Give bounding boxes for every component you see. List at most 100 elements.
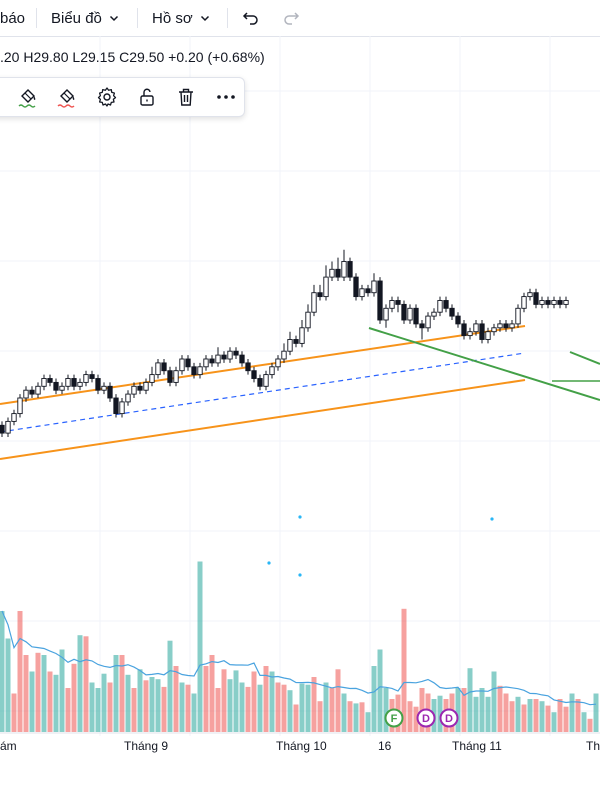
volume-bar — [347, 701, 353, 732]
channel-median-line — [0, 352, 526, 433]
candle-body — [455, 315, 461, 325]
candle-body — [239, 354, 245, 364]
volume-bar — [125, 674, 131, 732]
fill-color-button[interactable] — [54, 84, 80, 110]
volume-bar — [287, 690, 293, 732]
volume-bar — [23, 655, 29, 732]
event-marker — [384, 708, 404, 728]
candle-body — [557, 300, 563, 305]
candle-body — [563, 300, 569, 305]
candle-body — [497, 323, 503, 329]
volume-bar — [89, 682, 95, 732]
candle-body — [527, 292, 533, 298]
volume-bar — [11, 693, 17, 732]
candle-body — [155, 362, 161, 376]
channel-upper-line — [0, 325, 526, 405]
candle-body — [545, 300, 551, 305]
candle-body — [263, 374, 269, 387]
volume-bar — [77, 635, 83, 732]
volume-bar — [0, 611, 5, 732]
price-chart[interactable]: F D Dám Tháng 9 Tháng 10 16 Tháng 11 Th — [0, 36, 600, 800]
candle-body — [317, 292, 323, 298]
candle-body — [101, 385, 107, 391]
candle-body — [167, 370, 173, 383]
alert-button[interactable]: báo — [0, 6, 25, 30]
volume-bar — [173, 666, 179, 732]
volume-bar — [53, 674, 59, 732]
chevron-down-icon — [200, 15, 209, 22]
x-axis-tick-label: Tháng 10 — [276, 739, 327, 753]
more-button[interactable] — [213, 84, 239, 110]
volume-bar — [119, 655, 125, 732]
volume-bar — [353, 703, 359, 732]
volume-bar — [323, 682, 329, 732]
candle-body — [371, 280, 377, 294]
volume-bar — [167, 640, 173, 732]
channel-lower-line — [0, 379, 526, 460]
settings-button[interactable] — [94, 84, 120, 110]
candle-body — [287, 339, 293, 352]
candle-body — [377, 280, 383, 321]
volume-bar — [59, 649, 65, 732]
candle-body — [17, 397, 23, 415]
candle-body — [125, 393, 131, 403]
volume-bar — [479, 688, 485, 732]
volume-bar — [575, 699, 581, 732]
undo-icon — [242, 12, 258, 25]
chart-menu-button[interactable]: Biểu đồ — [51, 6, 119, 30]
candle-body — [359, 288, 365, 298]
volume-bar — [251, 671, 257, 732]
candle-body — [197, 366, 203, 376]
candle-body — [59, 385, 65, 391]
candle-body — [0, 424, 5, 434]
candle-body — [209, 358, 215, 364]
candle-body — [143, 381, 149, 391]
candle-body — [161, 362, 167, 372]
undo-button[interactable] — [242, 6, 260, 30]
candle-body — [461, 323, 467, 337]
x-axis-tick-label: 16 — [378, 739, 392, 753]
indicator-dot — [298, 573, 302, 577]
candle-body — [353, 276, 359, 298]
volume-bar — [155, 679, 161, 732]
candle-body — [401, 303, 407, 321]
gear-icon — [97, 87, 117, 107]
redo-button[interactable] — [282, 6, 300, 30]
legend-open: .20 — [0, 49, 20, 65]
volume-bar — [209, 655, 215, 732]
volume-bar — [317, 701, 323, 732]
candle-body — [251, 370, 257, 379]
candle-body — [257, 378, 263, 387]
candle-body — [551, 300, 557, 305]
top-toolbar: báo Biểu đồ Hồ sơ — [0, 0, 600, 37]
volume-bar — [305, 684, 311, 732]
volume-bar — [341, 693, 347, 732]
volume-bar — [491, 671, 497, 732]
volume-bar — [197, 561, 203, 732]
delete-button[interactable] — [173, 84, 199, 110]
profile-menu-button[interactable]: Hồ sơ — [152, 6, 210, 30]
candle-body — [23, 389, 29, 399]
volume-bar — [29, 671, 35, 732]
lock-button[interactable] — [134, 84, 160, 110]
paint-bucket-icon — [57, 89, 75, 108]
trend-line — [569, 351, 600, 365]
candle-body — [71, 378, 77, 387]
event-marker-letter: D — [445, 713, 453, 725]
volume-bar — [293, 704, 299, 732]
candle-body — [29, 389, 35, 395]
volume-bar — [515, 696, 521, 732]
volume-bar — [41, 655, 47, 732]
candle-body — [35, 385, 41, 395]
candle-body — [419, 323, 425, 329]
paint-bucket-icon — [18, 89, 36, 108]
candle-body — [95, 378, 101, 391]
volume-bar — [299, 683, 305, 732]
volume-bar — [557, 699, 563, 732]
volume-bar — [101, 673, 107, 732]
alert-label: báo — [0, 9, 26, 27]
volume-bar — [383, 688, 389, 732]
legend-low: L29.15 — [72, 49, 116, 65]
line-color-button[interactable] — [15, 84, 41, 110]
volume-bar — [215, 688, 221, 732]
